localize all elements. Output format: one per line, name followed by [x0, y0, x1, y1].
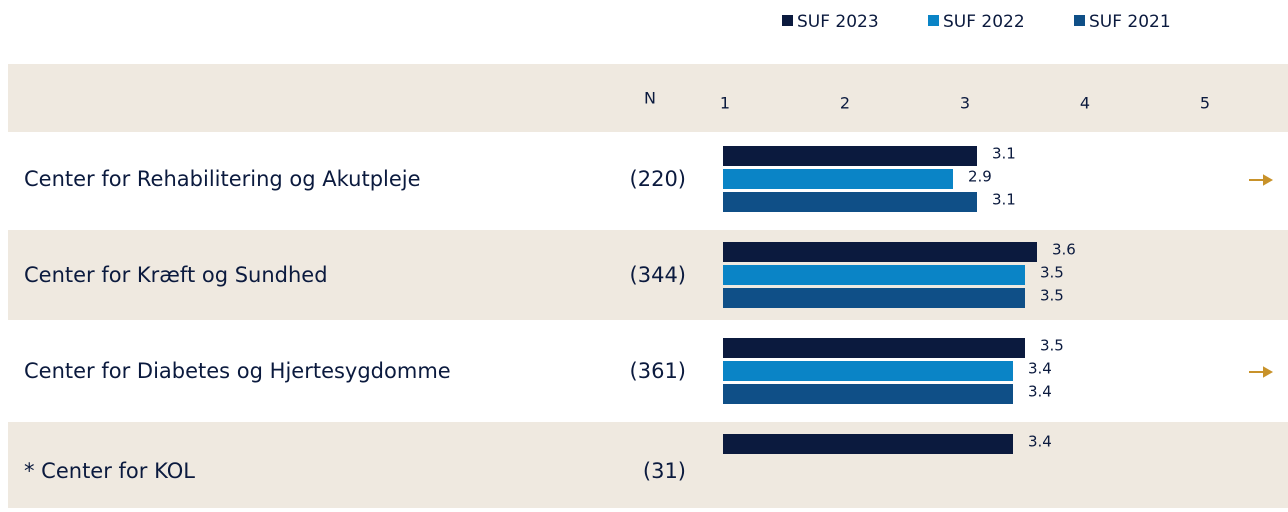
- value-label: 3.5: [1040, 264, 1064, 282]
- header-band: [8, 64, 1288, 132]
- bar: [723, 288, 1025, 308]
- bar: [723, 146, 977, 166]
- legend-swatch: [928, 15, 939, 26]
- value-label: 3.4: [1028, 360, 1052, 378]
- n-label: (361): [630, 359, 686, 383]
- bar: [723, 338, 1025, 358]
- n-label: (31): [643, 459, 686, 483]
- arrow-head: [1263, 174, 1274, 186]
- legend-label: SUF 2022: [943, 12, 1025, 32]
- bar: [723, 361, 1013, 381]
- n-label: (220): [630, 167, 686, 191]
- x-tick-label: 4: [1080, 94, 1090, 113]
- row-band: [8, 422, 1288, 512]
- category-label: Center for Diabetes og Hjertesygdomme: [24, 359, 451, 383]
- value-label: 3.1: [992, 191, 1016, 209]
- n-header: N: [644, 89, 656, 108]
- category-label: Center for Kræft og Sundhed: [24, 263, 328, 287]
- bar: [723, 192, 977, 212]
- legend-swatch: [1074, 15, 1085, 26]
- x-tick-label: 3: [960, 94, 970, 113]
- value-label: 3.5: [1040, 337, 1064, 355]
- value-label: 2.9: [968, 168, 992, 186]
- bar: [723, 434, 1013, 454]
- category-label: * Center for KOL: [24, 459, 195, 483]
- n-label: (344): [630, 263, 686, 287]
- value-label: 3.6: [1052, 241, 1076, 259]
- legend-label: SUF 2021: [1089, 12, 1171, 32]
- arrow-head: [1263, 366, 1274, 378]
- bar: [723, 242, 1037, 262]
- bar: [723, 265, 1025, 285]
- value-label: 3.5: [1040, 287, 1064, 305]
- value-label: 3.1: [992, 145, 1016, 163]
- x-tick-label: 5: [1200, 94, 1210, 113]
- category-label: Center for Rehabilitering og Akutpleje: [24, 167, 421, 191]
- x-tick-label: 1: [720, 94, 730, 113]
- bar: [723, 384, 1013, 404]
- bar: [723, 169, 953, 189]
- row-band: [8, 230, 1288, 320]
- x-tick-label: 2: [840, 94, 850, 113]
- legend-label: SUF 2023: [797, 12, 879, 32]
- value-label: 3.4: [1028, 383, 1052, 401]
- legend-swatch: [782, 15, 793, 26]
- value-label: 3.4: [1028, 433, 1052, 451]
